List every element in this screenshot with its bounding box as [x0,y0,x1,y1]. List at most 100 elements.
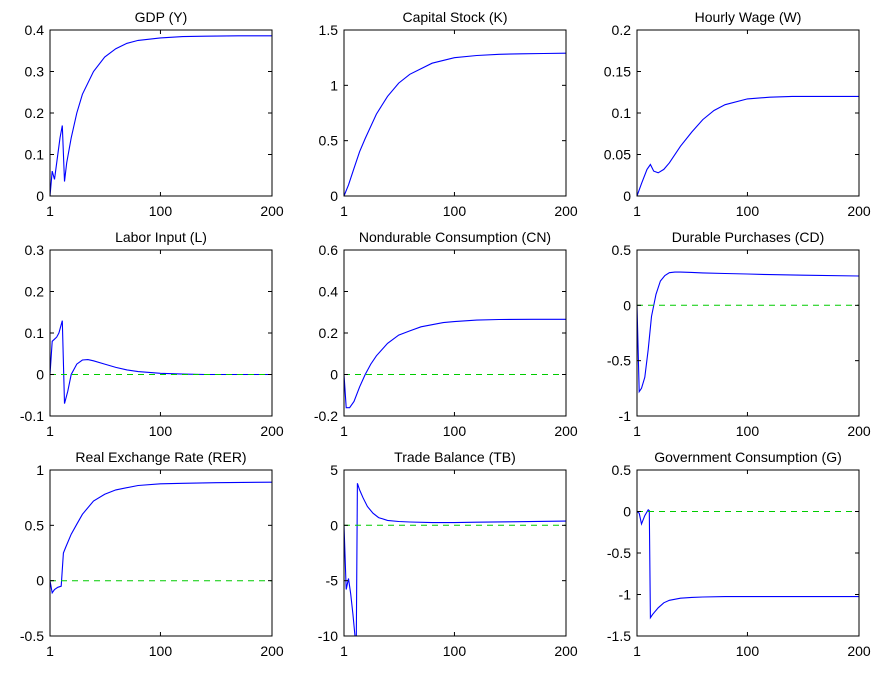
y-tick-label: 0.4 [25,22,45,38]
y-tick-label: 0.3 [25,242,45,258]
x-tick-label: 1 [46,423,54,439]
subplot-title: Trade Balance (TB) [394,449,516,465]
y-tick-label: 0.2 [319,325,339,341]
subplot-4: Labor Input (L) -0.1 0 0.1 0.2 0.3 1 100 200 [20,229,284,439]
y-tick-label: -1 [619,408,632,424]
x-tick-label: 100 [443,643,467,659]
y-tick-label: -0.1 [20,408,44,424]
y-tick-label: 0 [330,367,338,383]
axes-frame [343,249,567,417]
x-tick-label: 1 [633,423,641,439]
axes-frame [636,249,860,417]
x-tick-label: 200 [847,643,871,659]
response-line [344,483,566,636]
x-tick-label: 200 [554,643,578,659]
x-tick-label: 200 [260,643,284,659]
y-tick-label: 0.6 [319,242,339,258]
response-line [50,320,272,404]
y-tick-label: -0.5 [20,628,44,644]
y-tick-label: 0 [623,188,631,204]
subplot-title: GDP (Y) [135,9,188,25]
subplot-title: Nondurable Consumption (CN) [359,229,551,245]
x-tick-label: 100 [443,203,467,219]
y-tick-label: 0.1 [25,147,45,163]
y-tick-label: 0.5 [612,242,632,258]
y-tick-label: 0.2 [25,105,45,121]
x-tick-label: 200 [260,203,284,219]
subplot-title: Hourly Wage (W) [695,9,802,25]
subplot-title: Government Consumption (G) [654,449,842,465]
axes-frame [343,29,567,197]
subplot-title: Real Exchange Rate (RER) [75,449,246,465]
x-tick-label: 200 [554,423,578,439]
x-tick-label: 100 [736,643,760,659]
x-tick-label: 100 [736,423,760,439]
subplot-title: Durable Purchases (CD) [672,229,825,245]
subplot-6: Durable Purchases (CD) -1 -0.5 0 0.5 1 100 200 [607,229,871,439]
y-tick-label: 0.5 [319,133,339,149]
y-tick-label: -10 [318,628,338,644]
x-tick-label: 1 [46,203,54,219]
x-tick-label: 200 [260,423,284,439]
y-tick-label: 1 [330,77,338,93]
response-line [637,508,859,620]
axes-frame [49,469,273,637]
y-tick-label: 0.15 [604,64,631,80]
y-tick-label: 1.5 [319,22,339,38]
x-tick-label: 1 [340,203,348,219]
axes-frame [636,469,860,637]
y-tick-label: 0 [623,504,631,520]
x-tick-label: 200 [847,423,871,439]
y-tick-label: -5 [326,573,339,589]
x-tick-label: 1 [340,423,348,439]
y-tick-label: 0.1 [612,105,632,121]
axes-frame [49,29,273,197]
y-tick-label: -0.5 [607,545,631,561]
y-tick-label: -0.5 [607,353,631,369]
subplot-5: Nondurable Consumption (CN) -0.2 0 0.2 0.4 0.… [314,229,578,439]
y-tick-label: 0.2 [612,22,632,38]
x-tick-label: 100 [149,643,173,659]
subplot-title: Capital Stock (K) [402,9,507,25]
response-line [50,481,272,595]
x-tick-label: 200 [847,203,871,219]
y-tick-label: 0.5 [612,462,632,478]
subplot-1: GDP (Y) 0 0.1 0.2 0.3 0.4 1 100 200 [25,9,284,219]
subplot-2: Capital Stock (K) 0 0.5 1 1.5 1 100 200 [319,9,578,219]
x-tick-label: 1 [46,643,54,659]
subplot-8: Trade Balance (TB) -10 -5 0 5 1 100 200 [318,449,578,659]
x-tick-label: 100 [149,203,173,219]
y-tick-label: -1.5 [607,628,631,644]
y-tick-label: 5 [330,462,338,478]
y-tick-label: 0 [36,188,44,204]
response-line [637,95,859,196]
response-line [344,52,566,196]
y-tick-label: 0.3 [25,64,45,80]
x-tick-label: 1 [633,203,641,219]
subplot-3: Hourly Wage (W) 0 0.05 0.1 0.15 0.2 1 100 200 [604,9,871,219]
subplot-9: Government Consumption (G) -1.5 -1 -0.5 0 0.5… [607,449,871,659]
subplot-7: Real Exchange Rate (RER) -0.5 0 0.5 1 1 100 200 [20,449,284,659]
x-tick-label: 1 [340,643,348,659]
y-tick-label: 0 [36,573,44,589]
y-tick-label: 0 [623,297,631,313]
y-tick-label: 0 [36,367,44,383]
response-line [344,318,566,409]
y-tick-label: 0.5 [25,517,45,533]
x-tick-label: 1 [633,643,641,659]
axes-frame [49,249,273,417]
subplot-title: Labor Input (L) [115,229,207,245]
y-tick-label: 0 [330,188,338,204]
response-line [637,271,859,394]
y-tick-label: 0.1 [25,325,45,341]
y-tick-label: -0.2 [314,408,338,424]
x-tick-label: 100 [443,423,467,439]
x-tick-label: 100 [149,423,173,439]
x-tick-label: 100 [736,203,760,219]
y-tick-label: 0.05 [604,147,631,163]
response-line [50,35,272,196]
axes-frame [636,29,860,197]
y-tick-label: -1 [619,587,632,603]
y-tick-label: 0.4 [319,284,339,300]
